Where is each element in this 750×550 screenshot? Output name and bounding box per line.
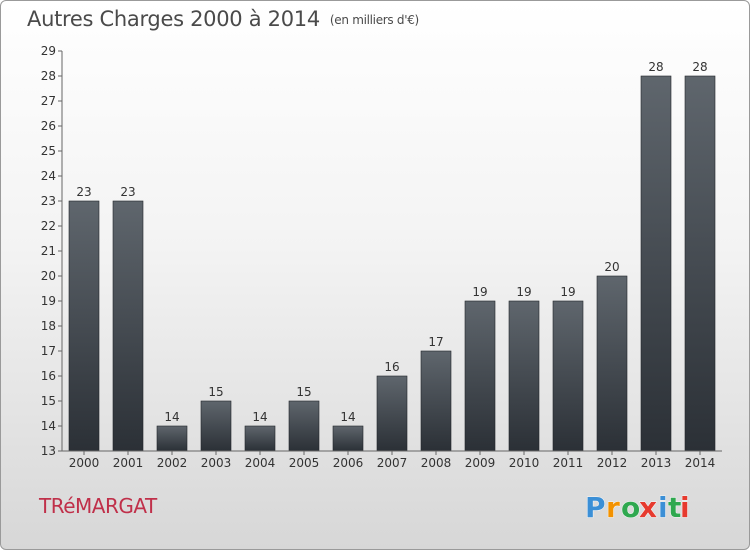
bar-2003 [200, 400, 232, 452]
logo-letter: x [639, 491, 657, 524]
y-tick-label: 17 [41, 344, 56, 358]
bar-value-label: 19 [560, 285, 575, 299]
y-tick-label: 28 [41, 69, 56, 83]
bar-2014 [684, 75, 716, 452]
x-tick-label: 2007 [377, 456, 408, 470]
bar-value-label: 20 [604, 260, 619, 274]
bar-value-label: 23 [120, 185, 135, 199]
bar-value-label: 28 [648, 60, 663, 74]
bar-2012 [596, 275, 628, 452]
chart-title: Autres Charges 2000 à 2014 (en milliers d… [27, 7, 419, 31]
bar-value-label: 15 [296, 385, 311, 399]
bar-value-label: 14 [164, 410, 179, 424]
bar-value-label: 23 [76, 185, 91, 199]
x-tick-label: 2003 [201, 456, 232, 470]
logo-letter: P [585, 491, 606, 524]
logo-letter: i [680, 491, 690, 524]
y-tick-label: 27 [41, 94, 56, 108]
bar-value-label: 14 [340, 410, 355, 424]
y-tick-label: 21 [41, 244, 56, 258]
bar-2013 [640, 75, 672, 452]
logo-letter: r [606, 491, 620, 524]
y-tick-label: 24 [41, 169, 56, 183]
y-tick-label: 19 [41, 294, 56, 308]
x-tick-label: 2005 [289, 456, 320, 470]
bar-value-label: 28 [692, 60, 707, 74]
y-tick-label: 29 [41, 44, 56, 58]
x-tick-label: 2013 [641, 456, 672, 470]
y-tick-label: 16 [41, 369, 56, 383]
logo-letter: t [668, 491, 681, 524]
logo-letter: i [658, 491, 668, 524]
bar-2009 [464, 300, 496, 452]
x-tick-label: 2008 [421, 456, 452, 470]
x-tick-label: 2001 [113, 456, 144, 470]
y-tick-label: 25 [41, 144, 56, 158]
bar-2008 [420, 350, 452, 452]
x-tick-label: 2002 [157, 456, 188, 470]
bar-2000 [68, 200, 100, 452]
y-tick-label: 20 [41, 269, 56, 283]
chart-unit: (en milliers d'€) [329, 13, 419, 27]
x-tick-label: 2011 [553, 456, 584, 470]
commune-name: TRéMARGAT [39, 494, 157, 518]
bars-group: 23 23 14 15 14 15 14 16 17 19 19 19 20 28 28 [68, 60, 716, 452]
bar-value-label: 19 [472, 285, 487, 299]
logo-letter: o [621, 491, 640, 524]
x-tick-label: 2000 [69, 456, 100, 470]
x-tick-label: 2010 [509, 456, 540, 470]
bar-2002 [156, 425, 188, 452]
bar-2006 [332, 425, 364, 452]
bar-value-label: 16 [384, 360, 399, 374]
bar-value-label: 19 [516, 285, 531, 299]
y-tick-label: 18 [41, 319, 56, 333]
y-tick-label: 15 [41, 394, 56, 408]
bar-2005 [288, 400, 320, 452]
x-tick-label: 2009 [465, 456, 496, 470]
x-tick-label: 2006 [333, 456, 364, 470]
y-tick-label: 13 [41, 444, 56, 458]
y-tick-label: 22 [41, 219, 56, 233]
y-tick-label: 14 [41, 419, 56, 433]
bar-2011 [552, 300, 584, 452]
x-tick-label: 2014 [685, 456, 716, 470]
bar-2010 [508, 300, 540, 452]
x-tick-label: 2004 [245, 456, 276, 470]
bar-2004 [244, 425, 276, 452]
bar-value-label: 14 [252, 410, 267, 424]
bar-2001 [112, 200, 144, 452]
bar-2007 [376, 375, 408, 452]
axes-group: 13 14 15 16 17 18 19 20 21 22 23 24 25 26 27 28 29 2000 20… [41, 44, 722, 470]
y-tick-label: 26 [41, 119, 56, 133]
bar-value-label: 15 [208, 385, 223, 399]
chart-title-text: Autres Charges 2000 à 2014 [27, 7, 320, 31]
y-tick-label: 23 [41, 194, 56, 208]
bar-value-label: 17 [428, 335, 443, 349]
x-tick-label: 2012 [597, 456, 628, 470]
